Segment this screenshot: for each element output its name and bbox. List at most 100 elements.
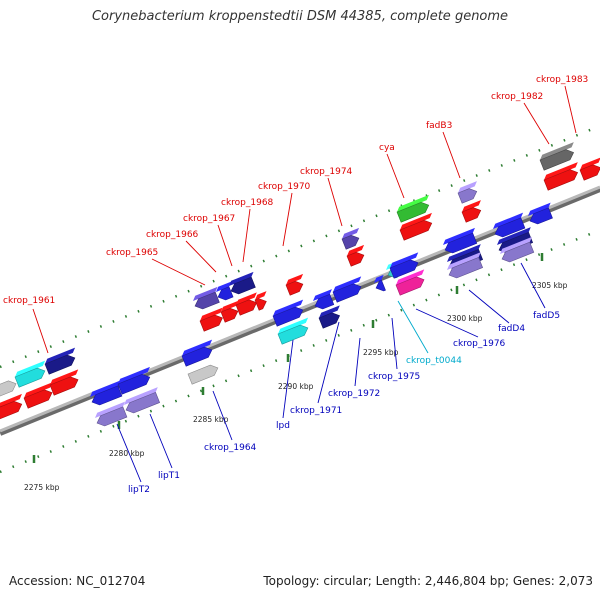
leader-line [523, 102, 550, 145]
gene-feature[interactable] [346, 244, 370, 267]
gene-feature[interactable] [0, 393, 28, 422]
gene-feature[interactable] [14, 360, 51, 388]
gene-label[interactable]: ckrop_1976 [453, 339, 506, 349]
gene-feature[interactable] [446, 252, 487, 280]
gene-feature[interactable] [123, 387, 164, 415]
gene-body [194, 291, 220, 310]
leader-line [317, 321, 340, 404]
gene-top-face [500, 236, 532, 254]
gene-label[interactable]: ckrop_1972 [328, 389, 380, 399]
gene-body [96, 406, 128, 427]
gene-top-face [342, 227, 360, 239]
gene-feature[interactable] [254, 291, 273, 311]
gene-feature[interactable] [192, 286, 224, 311]
kbp-tick-label: 2280 kbp [109, 449, 145, 458]
gene-label[interactable]: ckrop_1971 [290, 406, 342, 416]
gene-label[interactable]: ckrop_1965 [106, 248, 158, 258]
leader-line [282, 339, 294, 419]
gene-feature[interactable] [461, 200, 487, 223]
gene-body [125, 391, 161, 414]
gene-label[interactable]: ckrop_1974 [300, 167, 353, 177]
gene-feature[interactable] [396, 194, 435, 223]
gene-feature[interactable] [543, 162, 584, 191]
gene-body [272, 306, 304, 327]
gene-feature[interactable] [457, 181, 483, 204]
gene-feature[interactable] [527, 202, 557, 227]
gene-feature[interactable] [442, 227, 481, 255]
gene-top-face [580, 157, 600, 170]
gene-label[interactable]: fadD5 [533, 311, 560, 321]
gene-feature[interactable] [579, 157, 600, 181]
gene-label[interactable]: lipT1 [158, 471, 180, 481]
gene-label[interactable]: ckrop_t0044 [406, 356, 462, 366]
gene-top-face [50, 369, 79, 385]
gene-feature[interactable] [499, 236, 538, 264]
gene-feature[interactable] [89, 380, 126, 408]
gene-label[interactable]: ckrop_1982 [491, 92, 543, 102]
gene-body [389, 259, 419, 279]
gene-feature[interactable] [215, 281, 237, 303]
gene-label[interactable]: fadD4 [498, 324, 525, 334]
gene-feature[interactable] [23, 382, 58, 409]
gene-feature[interactable] [44, 347, 81, 375]
gene-body [235, 299, 258, 316]
gene-feature[interactable] [277, 317, 314, 345]
gene-top-face [200, 307, 223, 321]
gene-body [220, 307, 239, 323]
gene-feature[interactable] [228, 271, 260, 296]
gene-feature[interactable] [395, 269, 430, 296]
gene-top-face [24, 382, 53, 398]
gene-feature[interactable] [272, 299, 309, 327]
gene-feature[interactable] [117, 366, 156, 395]
label-leader-lines [32, 85, 577, 483]
leader-line [149, 413, 173, 469]
gene-label[interactable]: ckrop_1975 [368, 372, 420, 382]
gene-top-face [229, 271, 254, 286]
gene-feature[interactable] [199, 307, 229, 332]
gene-feature[interactable] [181, 339, 218, 367]
gene-feature[interactable] [220, 300, 244, 323]
gene-feature[interactable] [539, 142, 580, 171]
gene-top-face [333, 276, 362, 292]
gene-body [181, 346, 213, 367]
gene-feature[interactable] [235, 292, 263, 316]
leader-line [116, 423, 142, 483]
gene-top-face [528, 202, 551, 216]
gene-body [91, 385, 123, 406]
gene-label[interactable]: lipT2 [128, 485, 150, 495]
gene-label[interactable]: ckrop_1964 [204, 443, 257, 453]
gene-feature[interactable] [312, 289, 338, 311]
gene-label[interactable]: ckrop_1961 [3, 296, 55, 306]
gene-label[interactable]: ckrop_1970 [258, 182, 311, 192]
gene-feature[interactable] [389, 252, 424, 279]
gene-label[interactable]: lpd [276, 421, 290, 431]
gene-label[interactable]: ckrop_1968 [221, 198, 274, 208]
gene-feature[interactable] [373, 274, 390, 293]
gene-feature[interactable] [492, 212, 529, 240]
gene-feature[interactable] [187, 357, 224, 385]
gene-body [318, 312, 341, 329]
gene-feature[interactable] [49, 369, 84, 396]
gene-label[interactable]: cya [379, 143, 395, 153]
gene-body [501, 241, 535, 263]
gene-label[interactable]: ckrop_1966 [146, 230, 199, 240]
gene-top-face [462, 200, 481, 212]
gene-feature[interactable] [0, 373, 22, 400]
gene-label[interactable]: fadB3 [426, 121, 452, 131]
gene-body [0, 401, 23, 422]
gene-feature[interactable] [285, 273, 309, 296]
gene-feature[interactable] [332, 276, 367, 303]
gene-body [375, 279, 386, 292]
gene-top-face [319, 305, 340, 318]
leader-line [151, 258, 206, 286]
gene-feature[interactable] [399, 212, 438, 241]
gene-label[interactable]: ckrop_1967 [183, 214, 235, 224]
gene-top-face [188, 357, 219, 374]
leader-line [217, 224, 233, 267]
gene-labels: ckrop_1961 ckrop_1965 ckrop_1966 ckrop_1967… [3, 75, 588, 495]
gene-feature[interactable] [341, 227, 365, 250]
gene-feature[interactable] [318, 305, 346, 329]
gene-top-face [458, 181, 477, 193]
gene-feature[interactable] [94, 401, 131, 429]
gene-label[interactable]: ckrop_1983 [536, 75, 588, 85]
